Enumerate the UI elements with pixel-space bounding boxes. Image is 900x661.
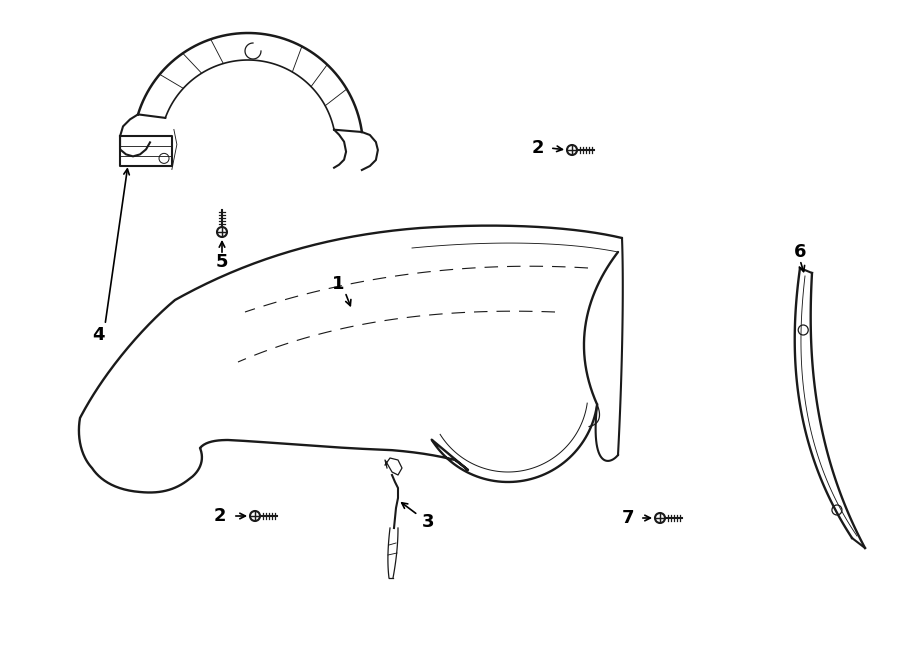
- Text: 6: 6: [794, 243, 806, 261]
- Text: 5: 5: [216, 253, 229, 271]
- Text: 7: 7: [622, 509, 634, 527]
- Text: 1: 1: [332, 275, 344, 293]
- Text: 3: 3: [422, 513, 434, 531]
- Text: 2: 2: [532, 139, 544, 157]
- Text: 2: 2: [214, 507, 226, 525]
- Text: 4: 4: [92, 326, 104, 344]
